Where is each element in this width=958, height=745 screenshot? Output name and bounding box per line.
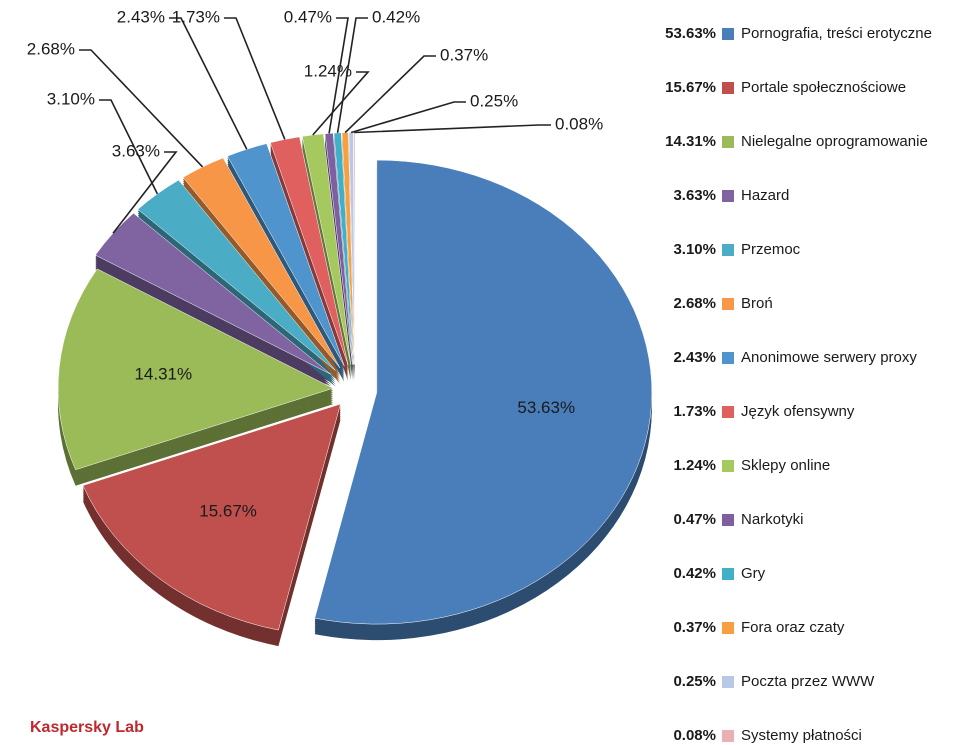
legend-swatch	[722, 730, 734, 742]
legend-swatch	[722, 352, 734, 364]
data-label: 0.37%	[440, 45, 488, 64]
pie-slice	[333, 132, 354, 365]
legend-label: Pornografia, treści erotyczne	[741, 25, 932, 42]
legend-value: 3.10%	[673, 241, 716, 258]
legend-swatch	[722, 82, 734, 94]
slice-side	[302, 141, 351, 373]
slice-side	[333, 136, 354, 369]
data-label: 1.73%	[172, 7, 220, 26]
leader-line	[312, 71, 370, 136]
leader-line	[350, 101, 466, 134]
pie-slice	[57, 268, 334, 471]
pie-slice	[227, 143, 345, 367]
leader-line	[354, 124, 551, 134]
legend-value: 0.42%	[673, 565, 716, 582]
legend-swatch	[722, 136, 734, 148]
legend-label: Fora oraz czaty	[741, 619, 845, 636]
slice-side	[325, 143, 353, 375]
legend-value: 0.37%	[673, 619, 716, 636]
legend-swatch	[722, 28, 734, 40]
data-label: 0.47%	[284, 7, 332, 26]
slice-side	[302, 145, 351, 377]
data-label: 2.68%	[27, 39, 75, 58]
legend-label: Systemy płatności	[741, 727, 862, 744]
legend-swatch	[722, 190, 734, 202]
legend-value: 1.24%	[673, 457, 716, 474]
slice-side	[325, 139, 353, 371]
legend-value: 2.68%	[673, 295, 716, 312]
legend-value: 0.25%	[673, 673, 716, 690]
slice-side	[325, 141, 353, 373]
leader-line	[328, 17, 349, 134]
legend-value: 53.63%	[665, 25, 716, 42]
legend-value: 0.47%	[673, 511, 716, 528]
slice-side	[341, 140, 355, 373]
leader-line	[112, 151, 178, 234]
pie-slice	[314, 159, 653, 625]
slice-side	[302, 143, 351, 375]
legend-swatch	[722, 460, 734, 472]
legend-swatch	[722, 298, 734, 310]
legend-label: Sklepy online	[741, 457, 830, 474]
legend-value: 3.63%	[673, 187, 716, 204]
legend-label: Anonimowe serwery proxy	[741, 349, 917, 366]
pie-slice	[82, 403, 341, 631]
legend-value: 1.73%	[673, 403, 716, 420]
data-label: 0.25%	[470, 91, 518, 110]
legend-label: Narkotyki	[741, 511, 804, 528]
leader-line	[344, 55, 436, 134]
slice-side	[333, 138, 354, 371]
data-label: 2.43%	[117, 7, 165, 26]
legend-label: Portale społecznościowe	[741, 79, 906, 96]
legend-swatch	[722, 568, 734, 580]
legend-value: 14.31%	[665, 133, 716, 150]
legend-label: Hazard	[741, 187, 789, 204]
legend-value: 2.43%	[673, 349, 716, 366]
data-label: 3.10%	[47, 89, 95, 108]
legend-label: Gry	[741, 565, 766, 582]
slice-side	[341, 138, 355, 371]
leader-line	[169, 17, 248, 150]
legend-value: 0.08%	[673, 727, 716, 744]
legend-value: 15.67%	[665, 79, 716, 96]
leader-line	[336, 17, 368, 134]
data-label: 53.63%	[517, 398, 575, 417]
data-label: 0.08%	[555, 114, 603, 133]
data-label: 14.31%	[134, 365, 192, 384]
leader-line	[79, 49, 204, 168]
legend-swatch	[722, 406, 734, 418]
legend-label: Broń	[741, 295, 773, 312]
legend-swatch	[722, 676, 734, 688]
legend-swatch	[722, 514, 734, 526]
source: Kaspersky Lab	[30, 719, 144, 736]
pie-slice	[301, 133, 352, 365]
data-label: 1.24%	[304, 61, 352, 80]
slice-side	[302, 139, 351, 371]
legend-label: Przemoc	[741, 241, 801, 258]
slice-side	[325, 137, 353, 369]
data-label: 15.67%	[199, 502, 257, 521]
legend-swatch	[722, 622, 734, 634]
legend-label: Nielegalne oprogramowanie	[741, 133, 928, 150]
pie-slice	[182, 157, 341, 369]
pie-slice	[341, 132, 355, 365]
slice-side	[302, 137, 351, 369]
legend-swatch	[722, 244, 734, 256]
leader-line	[224, 17, 286, 140]
data-label: 0.42%	[372, 7, 420, 26]
legend-label: Poczta przez WWW	[741, 673, 875, 690]
legend-label: Język ofensywny	[741, 403, 855, 420]
leader-line	[99, 99, 159, 195]
